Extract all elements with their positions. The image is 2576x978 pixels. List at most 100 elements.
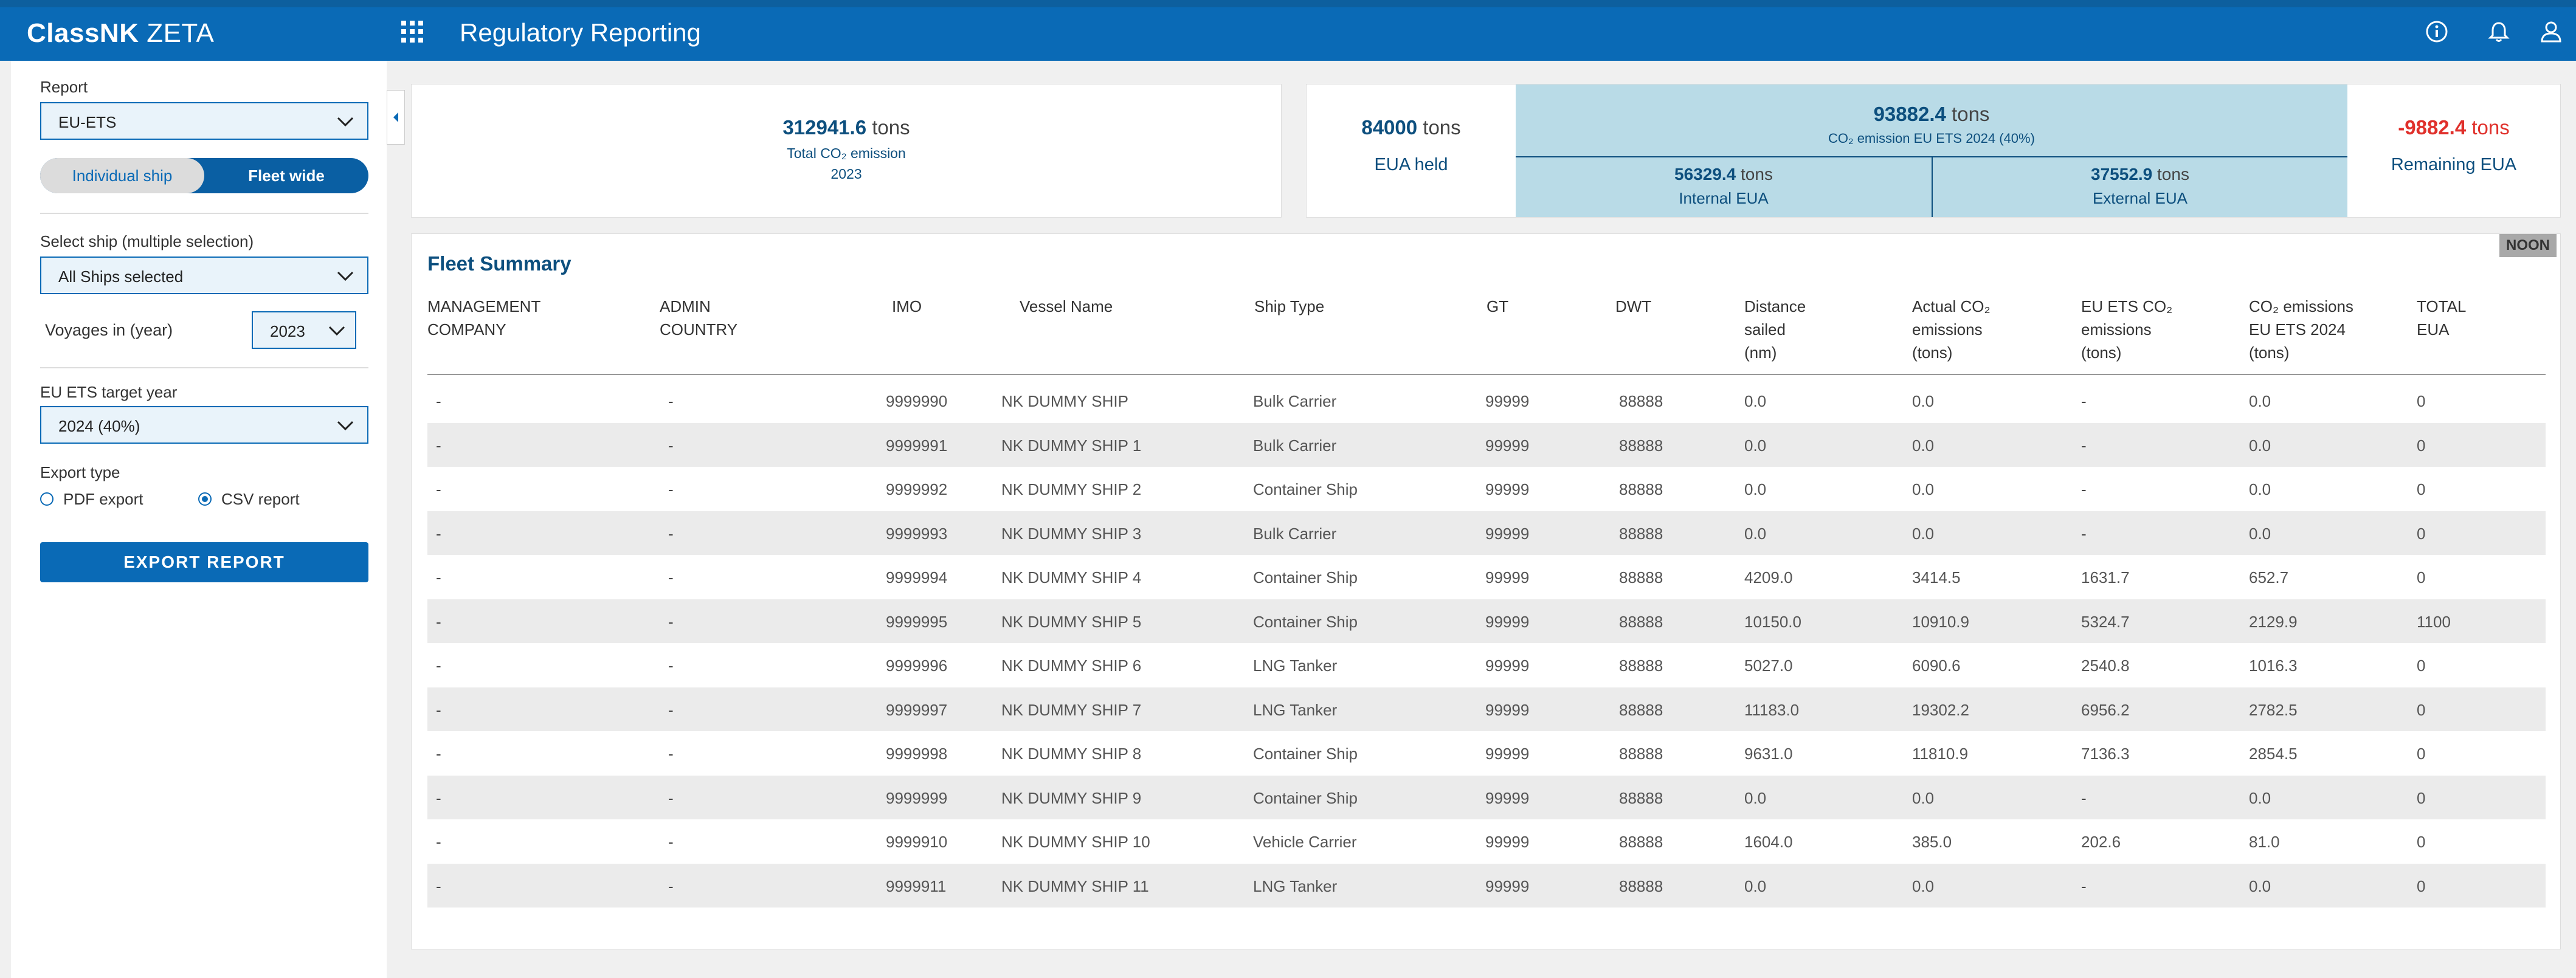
cell-eu-ets-co2-emissions: - <box>2081 480 2087 498</box>
cell-dwt: 88888 <box>1619 480 1663 498</box>
apps-grid-icon[interactable] <box>401 21 423 43</box>
divider <box>40 367 368 368</box>
cell-admin-country: - <box>668 392 674 410</box>
cell-distance-sailed: 1604.0 <box>1744 833 1793 851</box>
remaining-eua-unit: tons <box>2471 116 2510 139</box>
voyage-year-select[interactable]: 2023 <box>252 311 356 349</box>
table-row[interactable]: - - 9999992 NK DUMMY SHIP 2 Container Ship 99… <box>427 467 2546 511</box>
cell-management-company: - <box>436 612 441 631</box>
internal-eua-value: 56329.4 <box>1674 165 1736 184</box>
cell-dwt: 88888 <box>1619 788 1663 807</box>
cell-actual-co2-emissions: 0.0 <box>1912 876 1935 895</box>
bell-icon[interactable] <box>2487 19 2511 44</box>
eu-ets-emission-value: 93882.4 <box>1873 103 1946 125</box>
column-header-line: TOTAL <box>2417 297 2467 315</box>
top-accent-strip <box>0 0 2576 7</box>
cell-distance-sailed: 11183.0 <box>1744 700 1800 719</box>
cell-imo: 9999990 <box>886 392 948 410</box>
cell-admin-country: - <box>668 745 674 763</box>
cell-dwt: 88888 <box>1619 392 1663 410</box>
column-header-vessel-name: Vessel Name <box>1020 295 1113 318</box>
cell-eu-ets-co2-emissions: 1631.7 <box>2081 568 2130 587</box>
external-eua-label: External EUA <box>2092 189 2188 207</box>
cell-vessel-name: NK DUMMY SHIP 11 <box>1001 876 1149 895</box>
cell-ship-type: Container Ship <box>1253 480 1358 498</box>
cell-admin-country: - <box>668 568 674 587</box>
cell-distance-sailed: 5027.0 <box>1744 656 1793 675</box>
cell-ship-type: LNG Tanker <box>1253 876 1338 895</box>
cell-total-eua: 0 <box>2417 436 2426 455</box>
table-row[interactable]: - - 9999991 NK DUMMY SHIP 1 Bulk Carrier 9999… <box>427 422 2546 467</box>
chevron-down-icon <box>337 271 354 281</box>
csv-report-radio[interactable] <box>198 492 212 506</box>
cell-management-company: - <box>436 745 441 763</box>
table-row[interactable]: - - 9999998 NK DUMMY SHIP 8 Container Ship 99… <box>427 731 2546 775</box>
report-select-value: EU-ETS <box>58 113 117 131</box>
cell-dwt: 88888 <box>1619 612 1663 631</box>
fleet-wide-option[interactable]: Fleet wide <box>248 167 325 185</box>
individual-ship-option[interactable]: Individual ship <box>40 158 204 193</box>
cell-admin-country: - <box>668 436 674 455</box>
cell-imo: 9999992 <box>886 480 948 498</box>
remaining-eua-panel: -9882.4 tons Remaining EUA <box>2347 84 2560 217</box>
cell-ship-type: LNG Tanker <box>1253 656 1338 675</box>
column-header-co2-emissions-eu-ets-2024: CO₂ emissions EU ETS 2024 (tons) <box>2249 295 2353 364</box>
eu-ets-emission-unit: tons <box>1952 103 1990 125</box>
cell-actual-co2-emissions: 11810.9 <box>1912 745 1969 763</box>
table-row[interactable]: - - 9999997 NK DUMMY SHIP 7 LNG Tanker 99999 8… <box>427 687 2546 731</box>
cell-gt: 99999 <box>1485 392 1530 410</box>
remaining-eua-value: -9882.4 <box>2398 116 2467 139</box>
table-row[interactable]: - - 9999910 NK DUMMY SHIP 10 Vehicle Carrier… <box>427 819 2546 863</box>
cell-distance-sailed: 0.0 <box>1744 876 1767 895</box>
external-eua-value: 37552.9 <box>2091 165 2153 184</box>
internal-eua-value-line: 56329.4 tons <box>1516 165 1932 184</box>
cell-total-eua: 0 <box>2417 833 2426 851</box>
cell-total-eua: 0 <box>2417 745 2426 763</box>
cell-ship-type: Bulk Carrier <box>1253 524 1337 543</box>
cell-co2-emissions-eu-ets-2024: 2782.5 <box>2249 700 2298 719</box>
column-header-line: Distance <box>1744 297 1806 315</box>
ship-select[interactable]: All Ships selected <box>40 257 368 294</box>
export-report-button[interactable]: EXPORT REPORT <box>40 542 368 582</box>
info-icon[interactable] <box>2425 19 2449 44</box>
eua-card: 84000 tons EUA held 93882.4 tons CO₂ emi… <box>1306 84 2561 218</box>
column-header-line: (tons) <box>1912 343 1953 362</box>
eua-held-panel: 84000 tons EUA held <box>1307 84 1516 217</box>
target-year-select[interactable]: 2024 (40%) <box>40 406 368 444</box>
cell-gt: 99999 <box>1485 745 1530 763</box>
table-row[interactable]: - - 9999999 NK DUMMY SHIP 9 Container Ship 99… <box>427 775 2546 819</box>
column-header-line: Ship Type <box>1254 297 1325 315</box>
pdf-export-radio[interactable] <box>40 492 54 506</box>
sidebar-collapse-button[interactable] <box>387 90 405 145</box>
cell-management-company: - <box>436 876 441 895</box>
column-header-line: Actual CO₂ <box>1912 297 1991 315</box>
cell-actual-co2-emissions: 3414.5 <box>1912 568 1961 587</box>
scope-toggle[interactable]: Individual ship Fleet wide <box>40 158 368 193</box>
cell-vessel-name: NK DUMMY SHIP 1 <box>1001 436 1142 455</box>
cell-actual-co2-emissions: 0.0 <box>1912 788 1935 807</box>
cell-vessel-name: NK DUMMY SHIP 5 <box>1001 612 1142 631</box>
csv-report-label[interactable]: CSV report <box>221 490 300 508</box>
table-row[interactable]: - - 9999995 NK DUMMY SHIP 5 Container Ship 99… <box>427 599 2546 643</box>
report-select[interactable]: EU-ETS <box>40 102 368 140</box>
table-row[interactable]: - - 9999990 NK DUMMY SHIP Bulk Carrier 99999 8… <box>427 379 2546 422</box>
brand-logo[interactable]: ClassNK ZETA <box>27 18 214 49</box>
table-row[interactable]: - - 9999994 NK DUMMY SHIP 4 Container Ship 99… <box>427 555 2546 599</box>
cell-vessel-name: NK DUMMY SHIP <box>1001 392 1128 410</box>
total-emission-card: 312941.6 tons Total CO₂ emission 2023 <box>411 84 1282 218</box>
cell-actual-co2-emissions: 0.0 <box>1912 436 1935 455</box>
column-header-line: EU ETS 2024 <box>2249 320 2346 339</box>
cell-actual-co2-emissions: 19302.2 <box>1912 700 1969 719</box>
cell-imo: 9999996 <box>886 656 948 675</box>
cell-gt: 99999 <box>1485 833 1530 851</box>
pdf-export-label[interactable]: PDF export <box>63 490 143 508</box>
table-row[interactable]: - - 9999911 NK DUMMY SHIP 11 LNG Tanker 99999… <box>427 863 2546 907</box>
column-header-line: sailed <box>1744 320 1786 339</box>
user-icon[interactable] <box>2539 19 2563 44</box>
cell-total-eua: 1100 <box>2417 612 2451 631</box>
table-row[interactable]: - - 9999993 NK DUMMY SHIP 3 Bulk Carrier 9999… <box>427 511 2546 555</box>
cell-gt: 99999 <box>1485 436 1530 455</box>
cell-eu-ets-co2-emissions: 2540.8 <box>2081 656 2130 675</box>
chevron-down-icon <box>328 326 345 336</box>
table-row[interactable]: - - 9999996 NK DUMMY SHIP 6 LNG Tanker 99999 8… <box>427 643 2546 687</box>
